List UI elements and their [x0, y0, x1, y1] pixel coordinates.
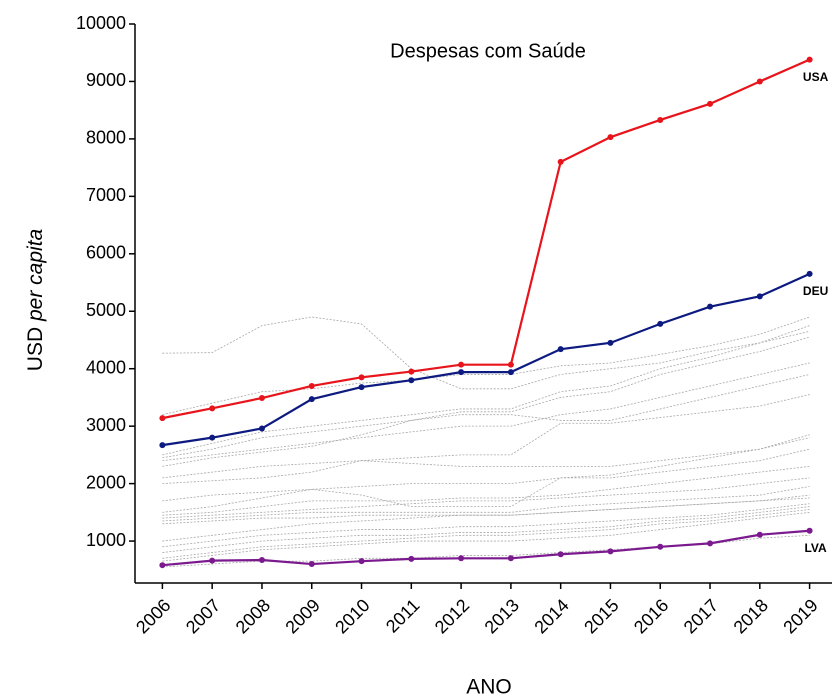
series-line	[162, 58, 811, 420]
y-axis-label-emphasis: per capita	[24, 229, 47, 322]
background-line	[162, 506, 810, 553]
y-tick-label: 5000	[86, 300, 126, 320]
point	[607, 339, 614, 346]
point	[707, 100, 714, 107]
series-line	[162, 272, 811, 447]
series-label: DEU	[803, 284, 828, 298]
y-tick-label: 4000	[86, 357, 126, 377]
point	[209, 405, 216, 412]
x-tick-label: 2009	[281, 595, 323, 637]
y-tick-label: 1000	[86, 530, 126, 550]
point	[806, 527, 813, 534]
background-line	[162, 497, 810, 542]
x-tick-label: 2007	[182, 595, 224, 637]
point	[607, 548, 614, 555]
background-line	[162, 486, 810, 522]
point	[806, 56, 813, 63]
y-tick-label: 8000	[86, 128, 126, 148]
background-line	[162, 437, 810, 485]
point	[408, 555, 415, 562]
background-line	[162, 336, 810, 459]
point	[159, 415, 166, 422]
point	[557, 158, 564, 165]
point	[308, 382, 315, 389]
point	[258, 425, 265, 432]
point	[308, 396, 315, 403]
y-tick-label: 9000	[86, 70, 126, 90]
x-tick-label: 2011	[382, 595, 424, 637]
background-line	[162, 316, 810, 416]
x-tick-label: 2012	[431, 595, 473, 637]
background-line	[162, 394, 810, 479]
chart-title: Despesas com Saúde	[390, 40, 586, 62]
background-line	[162, 534, 810, 568]
point	[806, 270, 813, 277]
series-label: USA	[803, 70, 829, 84]
point	[657, 320, 664, 327]
point	[408, 377, 415, 384]
point	[209, 557, 216, 564]
series-label: LVA	[804, 541, 827, 555]
y-tick-label: 2000	[86, 472, 126, 492]
x-axis-label: ANO	[466, 676, 512, 699]
point	[308, 561, 315, 568]
y-axis-label-text: USD	[24, 327, 47, 371]
y-tick-label: 7000	[86, 185, 126, 205]
x-tick-label: 2019	[779, 595, 821, 637]
point	[458, 369, 465, 376]
background-line	[162, 316, 810, 390]
point	[507, 369, 514, 376]
point	[209, 434, 216, 441]
background-line	[162, 448, 810, 513]
point	[657, 116, 664, 123]
point	[707, 540, 714, 547]
point	[657, 543, 664, 550]
point	[258, 395, 265, 402]
point	[607, 134, 614, 141]
y-tick-label: 10000	[76, 13, 126, 33]
y-axis-label: USD per capita	[24, 229, 47, 371]
point	[358, 374, 365, 381]
point	[507, 555, 514, 562]
x-tick-label: 2008	[232, 595, 274, 637]
point	[756, 531, 763, 538]
point	[458, 361, 465, 368]
x-tick-label: 2013	[481, 595, 523, 637]
x-tick-label: 2017	[680, 595, 722, 637]
background-line	[162, 511, 810, 562]
point	[159, 442, 166, 449]
background-line	[162, 325, 810, 456]
x-tick-label: 2015	[580, 595, 622, 637]
y-tick-label: 6000	[86, 243, 126, 263]
background-line	[162, 434, 810, 502]
point	[507, 361, 514, 368]
point	[358, 558, 365, 565]
x-tick-label: 2018	[730, 595, 772, 637]
point	[159, 562, 166, 569]
point	[358, 384, 365, 391]
background-line	[162, 509, 810, 559]
point	[258, 557, 265, 564]
background-line	[162, 503, 810, 548]
background-line	[162, 477, 810, 519]
x-tick-label: 2014	[530, 595, 572, 637]
x-tick-label: 2010	[331, 595, 373, 637]
point	[756, 78, 763, 85]
background-line	[162, 374, 810, 467]
y-tick-label: 3000	[86, 415, 126, 435]
point	[458, 555, 465, 562]
background-line	[162, 494, 810, 525]
x-tick-label: 2016	[630, 595, 672, 637]
series-line	[162, 529, 810, 567]
x-tick-label: 2006	[132, 595, 174, 637]
point	[557, 346, 564, 353]
background-line	[162, 362, 810, 462]
point	[707, 303, 714, 310]
point	[408, 368, 415, 375]
point	[756, 293, 763, 300]
point	[557, 551, 564, 558]
background-line	[162, 465, 810, 516]
